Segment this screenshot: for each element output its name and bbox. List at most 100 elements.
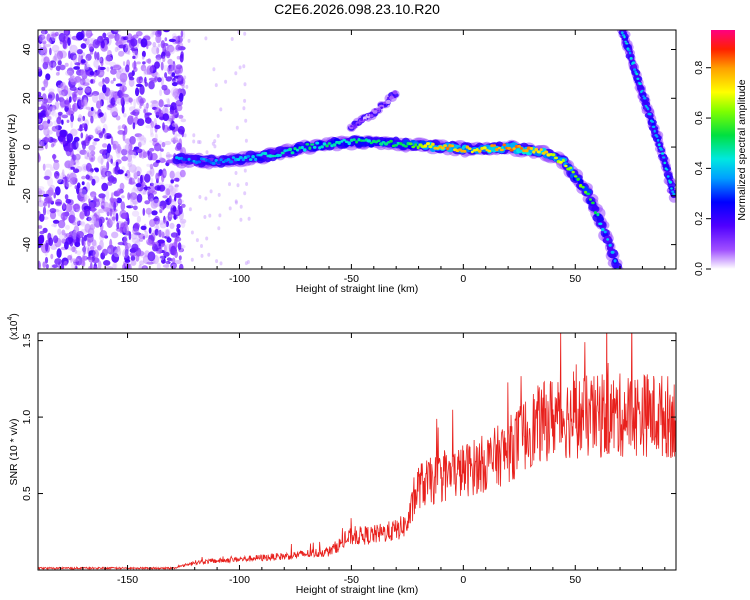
noise-speckle bbox=[56, 50, 64, 60]
main-trace-blob bbox=[352, 138, 356, 142]
noise-speckle bbox=[127, 192, 131, 201]
noise-speckle bbox=[98, 208, 104, 213]
main-trace-blob bbox=[499, 148, 504, 152]
main-trace-blob bbox=[214, 158, 218, 163]
diagonal-trace-blob bbox=[623, 35, 626, 39]
main-trace-blob bbox=[416, 145, 420, 150]
noise-speckle bbox=[247, 216, 251, 221]
noise-speckle bbox=[180, 30, 184, 38]
noise-speckle bbox=[101, 165, 107, 172]
noise-speckle bbox=[176, 142, 182, 150]
branch-trace-blob bbox=[390, 94, 393, 97]
noise-speckle bbox=[168, 38, 176, 43]
noise-speckle bbox=[179, 53, 184, 63]
main-trace-blob bbox=[399, 142, 403, 146]
noise-speckle bbox=[162, 122, 165, 131]
main-trace-blob bbox=[219, 158, 223, 162]
noise-speckle bbox=[130, 111, 137, 116]
noise-speckle bbox=[161, 168, 167, 179]
noise-speckle bbox=[113, 30, 122, 33]
noise-speckle bbox=[120, 222, 125, 228]
noise-speckle bbox=[136, 76, 143, 84]
noise-speckle bbox=[144, 117, 152, 124]
main-trace-blob bbox=[308, 146, 312, 150]
main-trace-blob bbox=[332, 143, 337, 147]
noise-speckle bbox=[70, 166, 75, 170]
main-trace-blob bbox=[551, 153, 556, 157]
main-trace-blob bbox=[350, 138, 354, 142]
noise-speckle bbox=[136, 193, 143, 203]
snr-series bbox=[38, 333, 676, 570]
main-trace-blob bbox=[263, 151, 268, 156]
diagonal-trace-blob bbox=[662, 158, 668, 163]
noise-speckle bbox=[192, 139, 196, 144]
noise-speckle bbox=[80, 68, 86, 77]
noise-speckle bbox=[118, 50, 125, 57]
main-trace-blob bbox=[295, 148, 300, 152]
noise-speckle bbox=[48, 237, 54, 247]
noise-speckle bbox=[152, 41, 157, 48]
noise-speckle bbox=[61, 114, 69, 119]
noise-speckle bbox=[114, 46, 119, 53]
main-trace-blob bbox=[613, 259, 617, 263]
noise-speckle bbox=[69, 86, 77, 91]
noise-speckle bbox=[73, 97, 82, 101]
noise-speckle bbox=[163, 244, 167, 253]
noise-speckle bbox=[79, 211, 85, 220]
snr-line-path bbox=[38, 333, 676, 570]
noise-speckle bbox=[88, 215, 96, 224]
noise-speckle bbox=[102, 143, 108, 148]
main-trace-blob bbox=[448, 144, 452, 148]
noise-speckle bbox=[53, 138, 58, 143]
noise-speckle bbox=[213, 144, 217, 149]
noise-speckle bbox=[185, 84, 189, 89]
noise-speckle bbox=[41, 102, 48, 110]
noise-speckle bbox=[152, 183, 158, 187]
noise-speckle bbox=[145, 124, 153, 129]
noise-speckle bbox=[135, 253, 140, 262]
noise-speckle bbox=[123, 113, 127, 118]
noise-speckle bbox=[242, 64, 246, 69]
noise-speckle bbox=[115, 212, 119, 222]
main-trace-blob bbox=[578, 183, 583, 188]
noise-speckle bbox=[245, 182, 249, 186]
noise-speckle bbox=[80, 222, 86, 227]
noise-speckle bbox=[166, 237, 172, 243]
noise-speckle bbox=[138, 134, 145, 141]
noise-speckle bbox=[140, 225, 147, 231]
top-y-tick-label: -20 bbox=[21, 188, 33, 203]
noise-speckle bbox=[105, 189, 110, 200]
noise-speckle bbox=[76, 250, 82, 256]
heatmap-frame bbox=[37, 29, 677, 270]
noise-speckle bbox=[83, 195, 90, 200]
noise-speckle bbox=[79, 221, 83, 226]
noise-speckle bbox=[138, 264, 142, 269]
noise-speckle bbox=[130, 255, 136, 262]
noise-speckle bbox=[132, 151, 137, 159]
noise-speckle bbox=[66, 67, 75, 76]
noise-speckle bbox=[62, 39, 67, 49]
noise-speckle bbox=[43, 56, 50, 65]
noise-speckle bbox=[238, 65, 242, 70]
main-trace-blob bbox=[492, 144, 497, 147]
noise-speckle bbox=[122, 131, 126, 142]
noise-speckle bbox=[93, 138, 100, 142]
noise-speckle bbox=[84, 150, 92, 160]
main-trace-blob bbox=[592, 205, 599, 211]
noise-speckle bbox=[69, 52, 77, 61]
noise-speckle bbox=[46, 115, 53, 121]
main-trace-blob bbox=[184, 158, 189, 161]
main-trace-blob bbox=[584, 190, 588, 194]
noise-speckle bbox=[110, 136, 114, 146]
noise-speckle bbox=[60, 212, 68, 221]
noise-speckle bbox=[171, 122, 178, 127]
main-trace-blob bbox=[576, 177, 580, 181]
noise-speckle bbox=[200, 244, 203, 248]
noise-speckle bbox=[69, 75, 75, 79]
noise-speckle bbox=[154, 133, 158, 140]
noise-speckle bbox=[56, 175, 63, 183]
main-trace-blob bbox=[204, 158, 208, 162]
noise-speckle bbox=[62, 202, 66, 210]
noise-speckle bbox=[38, 188, 43, 197]
noise-speckle bbox=[67, 142, 74, 153]
